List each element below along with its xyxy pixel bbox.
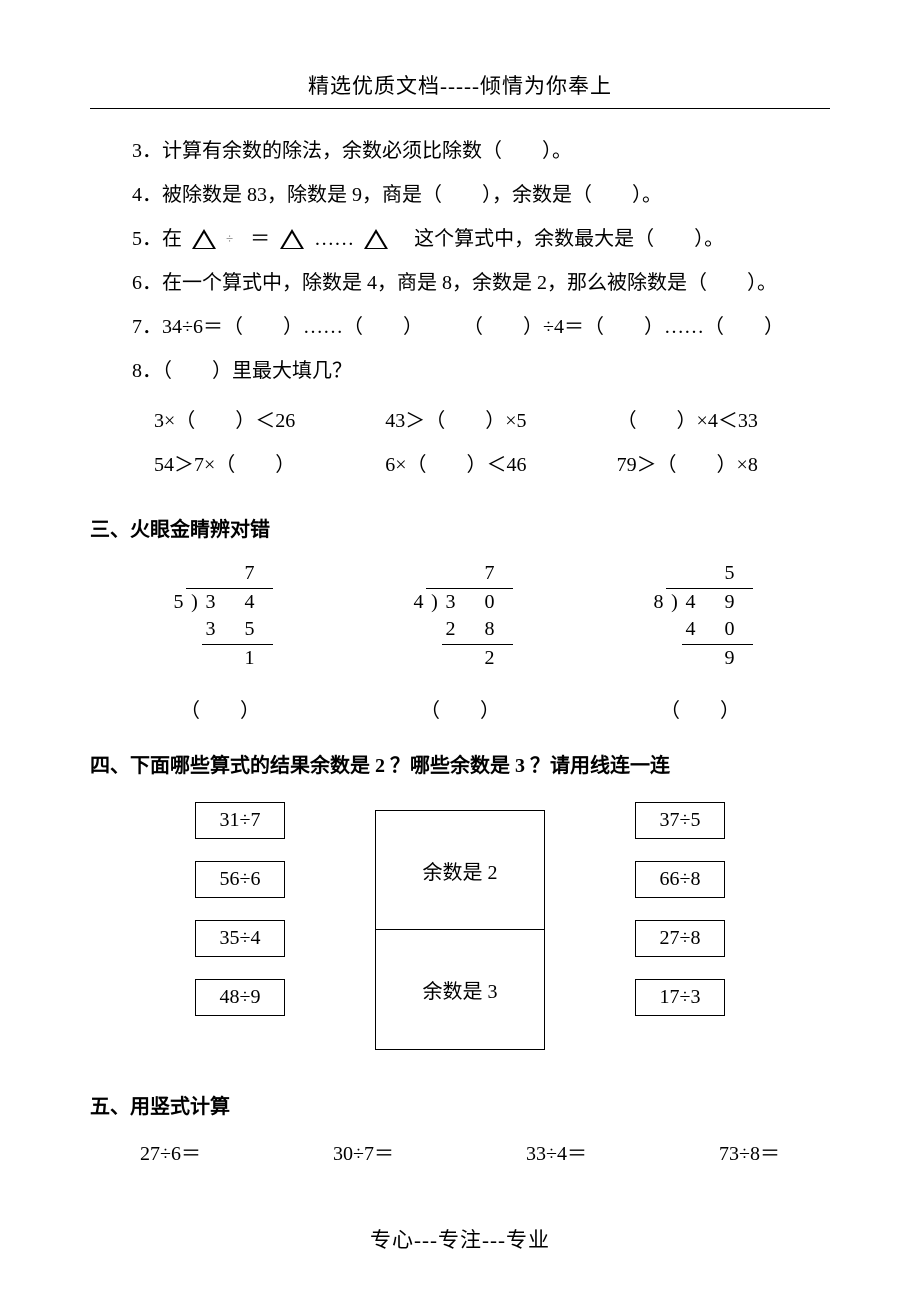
s5-eq: 27÷6＝: [140, 1137, 201, 1166]
s5-eq: 73÷8＝: [719, 1137, 780, 1166]
divisor: 4: [414, 589, 428, 616]
s5-row: 27÷6＝ 30÷7＝ 33÷4＝ 73÷8＝: [140, 1137, 780, 1166]
question-5: 5．在 ÷ ＝ …… 这个算式中，余数最大是（ ）。: [132, 223, 830, 255]
q8-r1-a: 3×（ ）＜26: [154, 399, 295, 443]
s5-eq: 33÷4＝: [526, 1137, 587, 1166]
header-rule: [90, 108, 830, 109]
section-4-title: 四、下面哪些算式的结果余数是 2 ？哪些余数是 3 ？请用线连一连: [90, 749, 830, 778]
question-6: 6．在一个算式中，除数是 4，商是 8，余数是 2，那么被除数是（ ）。: [132, 267, 830, 299]
remainder: 9: [682, 645, 753, 672]
question-4: 4．被除数是 83，除数是 9，商是（ ），余数是（ ）。: [132, 179, 830, 211]
match-mid-col: 余数是 2 余数是 3: [375, 810, 545, 1050]
dividend: 3 4: [202, 589, 273, 616]
subtrahend: 3 5: [202, 616, 273, 645]
matching-area: 31÷7 56÷6 35÷4 48÷9 余数是 2 余数是 3 37÷5 66÷…: [90, 802, 830, 1050]
quotient: 7: [186, 560, 273, 589]
expr-box: 31÷7: [195, 802, 285, 839]
bracket-icon: ): [668, 589, 682, 616]
bracket-icon: ): [428, 589, 442, 616]
expr-box: 17÷3: [635, 979, 725, 1016]
expr-box: 27÷8: [635, 920, 725, 957]
long-division-row: 7 5)3 4 3 5 1 7 4)3 0 2 8 2 5 8)4 9 4 0 …: [100, 560, 820, 672]
expr-box: 56÷6: [195, 861, 285, 898]
remainder-box: 余数是 2: [375, 810, 545, 930]
paren-blank: （ ）: [180, 694, 260, 723]
q5-pre: 5．在: [132, 223, 182, 255]
question-8-title: 8．（ ）里最大填几？: [132, 355, 830, 387]
q5-eq: ＝: [250, 223, 270, 255]
paren-row: （ ） （ ） （ ）: [100, 694, 820, 723]
section-3-title: 三、火眼金睛辨对错: [90, 513, 830, 542]
divisor: 8: [654, 589, 668, 616]
dividend: 4 9: [682, 589, 753, 616]
longdiv-3: 5 8)4 9 4 0 9: [648, 560, 753, 672]
question-7: 7．34÷6＝（ ）……（ ） （ ）÷4＝（ ）……（ ）: [132, 311, 830, 343]
q8-r1-b: 43＞（ ）×5: [385, 399, 526, 443]
remainder: 2: [442, 645, 513, 672]
expr-box: 48÷9: [195, 979, 285, 1016]
subtrahend: 2 8: [442, 616, 513, 645]
paren-blank: （ ）: [420, 694, 500, 723]
paren-blank: （ ）: [660, 694, 740, 723]
page-footer: 专心---专注---专业: [0, 1224, 920, 1254]
q8-r2-c: 79＞（ ）×8: [617, 443, 758, 487]
q8-r1-c: （ ）×4＜33: [617, 399, 758, 443]
match-left-col: 31÷7 56÷6 35÷4 48÷9: [195, 802, 285, 1050]
question-3: 3．计算有余数的除法，余数必须比除数（ ）。: [132, 135, 830, 167]
match-right-col: 37÷5 66÷8 27÷8 17÷3: [635, 802, 725, 1050]
page-header: 精选优质文档-----倾情为你奉上: [90, 70, 830, 100]
expr-box: 35÷4: [195, 920, 285, 957]
q8-row1: 3×（ ）＜26 43＞（ ）×5 （ ）×4＜33: [154, 399, 830, 443]
q5-post: 这个算式中，余数最大是（ ）。: [414, 223, 724, 255]
expr-box: 37÷5: [635, 802, 725, 839]
section-5-title: 五、用竖式计算: [90, 1090, 830, 1119]
q5-ell: ……: [314, 223, 354, 255]
remainder: 1: [202, 645, 273, 672]
longdiv-2: 7 4)3 0 2 8 2: [408, 560, 513, 672]
quotient: 7: [426, 560, 513, 589]
subtrahend: 4 0: [682, 616, 753, 645]
dividend: 3 0: [442, 589, 513, 616]
expr-box: 66÷8: [635, 861, 725, 898]
triangle-icon: [280, 229, 304, 249]
remainder-box: 余数是 3: [375, 930, 545, 1050]
triangle-icon: [192, 229, 216, 249]
longdiv-1: 7 5)3 4 3 5 1: [168, 560, 273, 672]
divisor: 5: [174, 589, 188, 616]
bracket-icon: ): [188, 589, 202, 616]
q8-r2-a: 54＞7×（ ）: [154, 443, 295, 487]
quotient: 5: [666, 560, 753, 589]
q8-r2-b: 6×（ ）＜46: [385, 443, 526, 487]
s5-eq: 30÷7＝: [333, 1137, 394, 1166]
q5-div: ÷: [226, 229, 232, 250]
q8-row2: 54＞7×（ ） 6×（ ）＜46 79＞（ ）×8: [154, 443, 830, 487]
triangle-icon: [364, 229, 388, 249]
